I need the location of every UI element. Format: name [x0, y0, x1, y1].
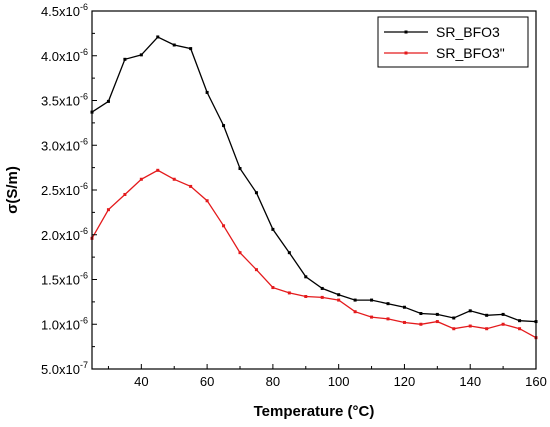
x-tick-label: 60	[200, 374, 214, 389]
data-point	[402, 320, 406, 324]
data-point	[271, 227, 275, 231]
data-point	[501, 322, 505, 326]
data-point	[254, 268, 258, 272]
y-tick-label: 2.5x10-6	[41, 181, 88, 198]
data-point	[468, 324, 472, 328]
series-line-2	[91, 169, 537, 339]
series-layer	[90, 35, 538, 340]
data-point	[287, 251, 291, 255]
data-point	[320, 295, 324, 299]
data-point	[222, 124, 226, 128]
data-point	[353, 298, 357, 302]
data-point	[337, 293, 341, 297]
data-point	[518, 327, 522, 331]
data-point	[238, 167, 242, 171]
legend-box	[377, 16, 529, 68]
data-point	[189, 184, 193, 188]
x-tick-label: 120	[394, 374, 416, 389]
data-point	[172, 177, 176, 181]
data-point	[386, 302, 390, 306]
data-point	[370, 298, 374, 302]
y-tick-label: 4.5x10-6	[41, 2, 88, 19]
data-point	[139, 177, 143, 181]
y-tick-label: 3.5x10-6	[41, 92, 88, 109]
legend: SR_BFO3 SR_BFO3"	[377, 16, 529, 68]
y-tick-label: 2.0x10-6	[41, 226, 88, 243]
data-point	[106, 208, 110, 212]
x-axis-title: Temperature (°C)	[254, 403, 375, 420]
data-point	[106, 99, 110, 103]
data-point	[419, 312, 423, 316]
legend-label: SR_BFO3	[436, 24, 500, 40]
data-point	[156, 35, 160, 39]
data-point	[205, 199, 209, 203]
legend-marker	[404, 51, 408, 55]
data-point	[402, 305, 406, 309]
y-tick-label: 5.0x10-7	[41, 360, 88, 377]
x-tick-label: 40	[134, 374, 148, 389]
data-point	[468, 309, 472, 313]
data-point	[501, 312, 505, 316]
data-point	[304, 295, 308, 299]
data-point	[287, 291, 291, 295]
y-tick-label: 1.5x10-6	[41, 271, 88, 288]
data-point	[485, 313, 489, 317]
data-point	[518, 319, 522, 323]
x-tick-label: 100	[328, 374, 350, 389]
data-point	[370, 315, 374, 319]
data-point	[156, 168, 160, 172]
y-tick-label: 3.0x10-6	[41, 136, 88, 153]
data-point	[123, 57, 127, 61]
data-point	[222, 224, 226, 228]
data-point	[238, 251, 242, 255]
x-tick-label: 140	[459, 374, 481, 389]
data-point	[123, 192, 127, 196]
data-point	[419, 322, 423, 326]
data-point	[139, 53, 143, 57]
data-point	[254, 191, 258, 195]
data-point	[189, 47, 193, 51]
y-axis-title: σ(S/m)	[4, 166, 21, 214]
data-point	[435, 312, 439, 316]
data-point	[172, 43, 176, 47]
data-point	[304, 275, 308, 279]
data-point	[435, 320, 439, 324]
legend-marker	[404, 30, 408, 34]
data-point	[485, 327, 489, 331]
x-tick-label: 160	[525, 374, 547, 389]
x-tick-label: 80	[266, 374, 280, 389]
x-axis: 40 60 80 100 120 140 160	[107, 364, 547, 389]
series-line-1	[91, 36, 537, 323]
data-point	[452, 327, 456, 331]
y-tick-label: 1.0x10-6	[41, 315, 88, 332]
data-point	[353, 310, 357, 314]
data-point	[205, 90, 209, 94]
y-axis: 5.0x10-7 1.0x10-6 1.5x10-6 2.0x10-6 2.5x10-6…	[41, 2, 97, 377]
data-point	[386, 317, 390, 321]
legend-label: SR_BFO3"	[436, 45, 505, 61]
data-point	[452, 316, 456, 320]
data-point	[271, 286, 275, 290]
data-point	[337, 298, 341, 302]
y-tick-label: 4.0x10-6	[41, 47, 88, 64]
data-point	[320, 286, 324, 290]
